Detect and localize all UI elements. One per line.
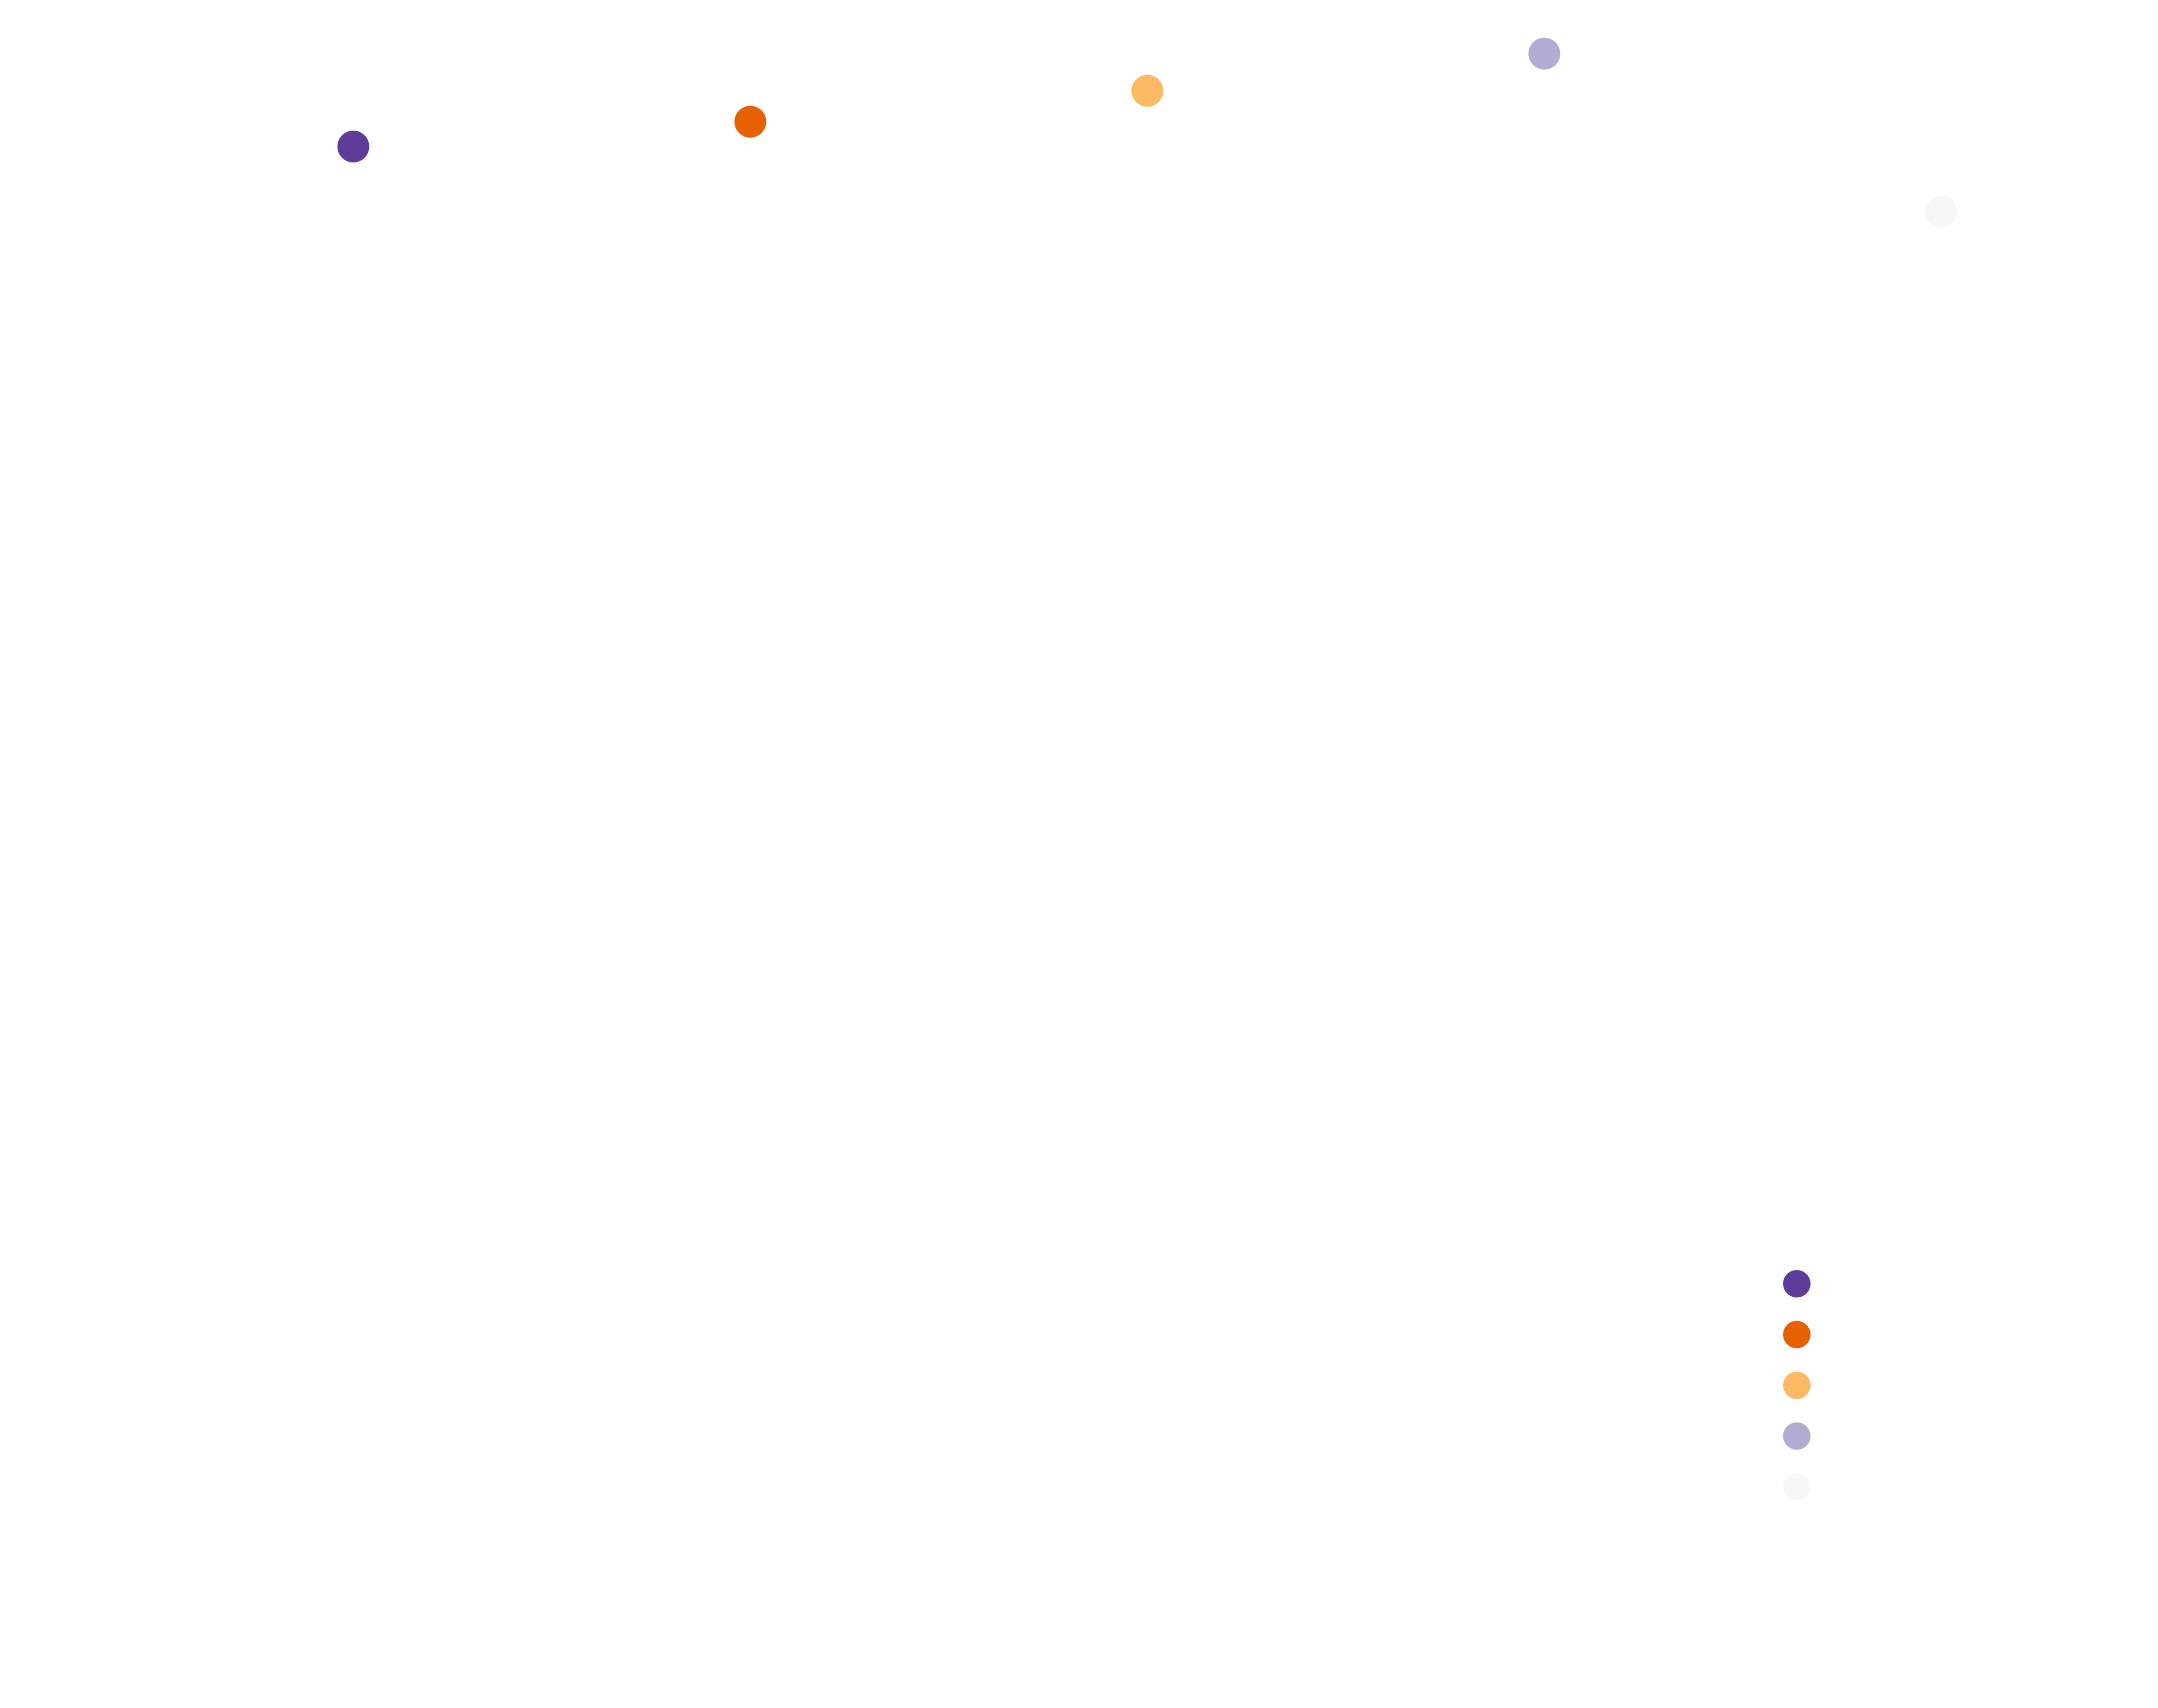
data-point-series-2-1 bbox=[734, 105, 766, 138]
legend-marker-3 bbox=[1783, 1372, 1811, 1399]
legend-marker-1 bbox=[1783, 1270, 1811, 1297]
legend-marker-5 bbox=[1783, 1473, 1811, 1501]
data-point-series-3-1 bbox=[1131, 75, 1163, 107]
legend bbox=[1783, 1270, 1811, 1501]
data-point-series-1-1 bbox=[337, 131, 369, 162]
data-point-series-5-1 bbox=[1925, 195, 1958, 228]
legend-marker-2 bbox=[1783, 1321, 1811, 1349]
data-points bbox=[337, 37, 1958, 228]
legend-marker-4 bbox=[1783, 1422, 1811, 1450]
data-point-series-4-1 bbox=[1528, 37, 1561, 70]
